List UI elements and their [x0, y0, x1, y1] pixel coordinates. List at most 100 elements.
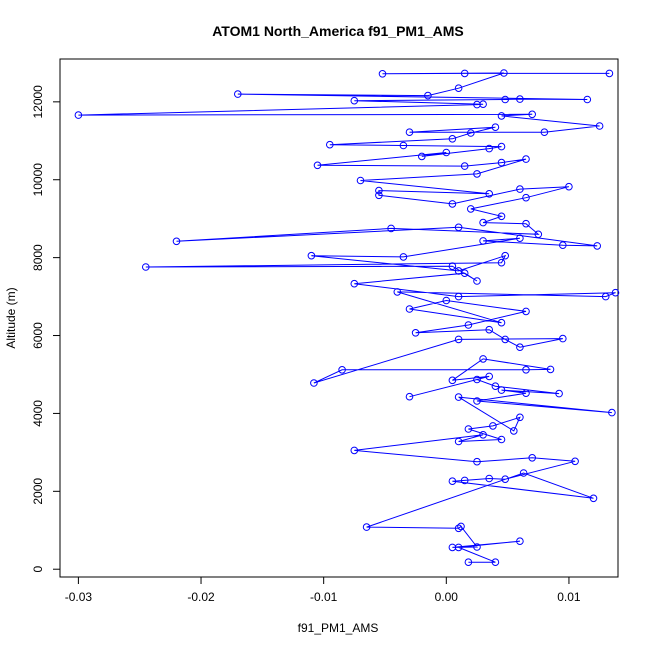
data-point [497, 112, 506, 120]
data-point [350, 96, 359, 105]
data-point [454, 292, 463, 301]
data-point [491, 558, 500, 567]
data-point [522, 155, 530, 163]
data-point [611, 288, 620, 297]
data-point [387, 224, 395, 233]
data-point [464, 558, 473, 567]
data-point [448, 135, 457, 143]
data-point [442, 296, 451, 305]
data-point [516, 185, 524, 193]
data-point [497, 386, 506, 394]
data-point [497, 158, 506, 167]
data-point [460, 162, 469, 170]
data-point [491, 123, 500, 131]
data-point [559, 241, 567, 249]
data-point [418, 152, 426, 161]
y-tick-label: 8000 [31, 244, 45, 271]
data-point [473, 397, 481, 405]
y-tick-label: 12000 [31, 85, 45, 119]
data-point [601, 292, 610, 301]
data-point [454, 84, 463, 92]
x-tick-label: -0.02 [187, 590, 215, 604]
data-point [559, 334, 567, 343]
data-series [74, 69, 620, 567]
data-point [489, 422, 497, 430]
data-point [454, 335, 463, 344]
data-point [593, 242, 602, 250]
data-point [565, 182, 573, 191]
data-point [497, 318, 506, 327]
data-point [454, 267, 463, 275]
data-point [460, 476, 469, 485]
data-point [501, 95, 510, 104]
data-point [454, 524, 463, 533]
data-point [454, 223, 463, 232]
x-tick-label: 0.01 [557, 590, 581, 604]
data-point [467, 129, 475, 137]
data-point [473, 375, 481, 384]
data-point [362, 523, 371, 531]
data-point [464, 321, 473, 329]
data-point [405, 305, 414, 313]
plot-frame [59, 58, 619, 578]
data-point [375, 191, 383, 200]
data-point [464, 425, 473, 433]
data-point [485, 372, 494, 381]
data-point [479, 218, 487, 227]
data-point [405, 128, 414, 136]
data-point [473, 277, 481, 285]
data-point [516, 343, 524, 352]
data-point [448, 477, 457, 486]
y-axis: 0 2000 4000 6000 8000 10000 12000 [31, 85, 60, 573]
data-point [479, 355, 487, 363]
data-point [497, 142, 506, 151]
data-point [501, 475, 510, 484]
data-point [473, 457, 481, 466]
data-point [485, 325, 494, 334]
data-point [608, 408, 616, 417]
y-tick-label: 10000 [31, 163, 45, 197]
y-tick-label: 6000 [31, 322, 45, 349]
data-point [338, 366, 346, 374]
data-point [411, 329, 420, 337]
data-point [74, 111, 83, 119]
data-point [522, 366, 530, 374]
data-point [571, 457, 579, 466]
data-point [522, 389, 530, 398]
data-point [393, 288, 402, 296]
data-point [595, 122, 604, 130]
data-point [501, 251, 510, 260]
data-point [479, 237, 487, 245]
data-point [454, 437, 463, 446]
data-point [399, 253, 408, 261]
data-point [378, 70, 387, 78]
data-point [457, 522, 465, 531]
data-point [546, 365, 555, 374]
data-point [424, 91, 432, 100]
data-point [510, 427, 518, 435]
data-point [448, 376, 457, 385]
data-point [479, 431, 487, 439]
data-point [500, 69, 508, 77]
data-point [522, 307, 530, 316]
data-point [522, 193, 530, 202]
data-point [234, 90, 242, 98]
y-tick-label: 2000 [31, 478, 45, 505]
data-point [405, 392, 414, 401]
data-point [497, 435, 506, 444]
x-axis: -0.03 -0.02 -0.01 0.00 0.01 [65, 577, 581, 604]
data-point [528, 110, 537, 119]
data-point [589, 494, 598, 503]
data-point [479, 100, 487, 108]
chart-title: ATOM1 North_America f91_PM1_AMS [212, 23, 464, 39]
data-point [519, 469, 528, 477]
data-point [399, 141, 408, 150]
x-tick-label: -0.01 [310, 590, 338, 604]
y-tick-label: 4000 [31, 400, 45, 427]
data-point [375, 186, 383, 195]
y-tick-label: 0 [31, 566, 45, 573]
data-point [460, 69, 469, 78]
data-point [501, 335, 510, 344]
